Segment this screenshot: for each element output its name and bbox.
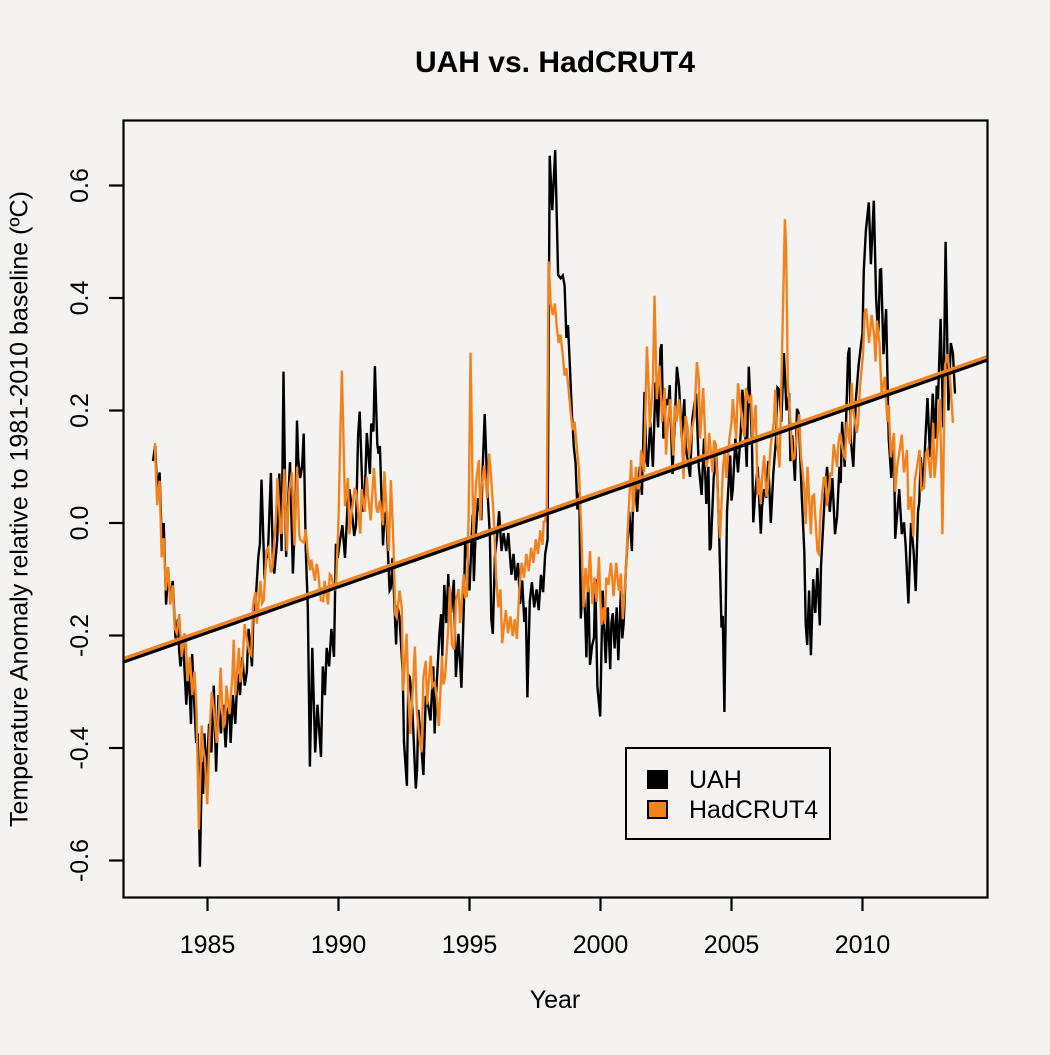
svg-text:2005: 2005	[704, 931, 760, 959]
svg-text:1990: 1990	[311, 931, 367, 959]
svg-text:Year: Year	[530, 986, 581, 1014]
svg-text:2010: 2010	[835, 931, 891, 959]
svg-text:-0.6: -0.6	[66, 839, 94, 882]
svg-text:2000: 2000	[573, 931, 629, 959]
svg-text:-0.2: -0.2	[66, 614, 94, 657]
svg-text:0.2: 0.2	[66, 393, 94, 428]
svg-text:UAH vs. HadCRUT4: UAH vs. HadCRUT4	[415, 46, 695, 79]
svg-text:UAH: UAH	[689, 766, 742, 794]
svg-text:0.6: 0.6	[66, 168, 94, 203]
svg-text:1995: 1995	[442, 931, 498, 959]
svg-text:0.0: 0.0	[66, 506, 94, 541]
svg-text:HadCRUT4: HadCRUT4	[689, 796, 818, 824]
svg-text:-0.4: -0.4	[66, 726, 94, 769]
svg-text:0.4: 0.4	[66, 281, 94, 316]
svg-text:1985: 1985	[180, 931, 236, 959]
svg-text:Temperature Anomaly relative t: Temperature Anomaly relative to 1981-201…	[6, 191, 34, 827]
